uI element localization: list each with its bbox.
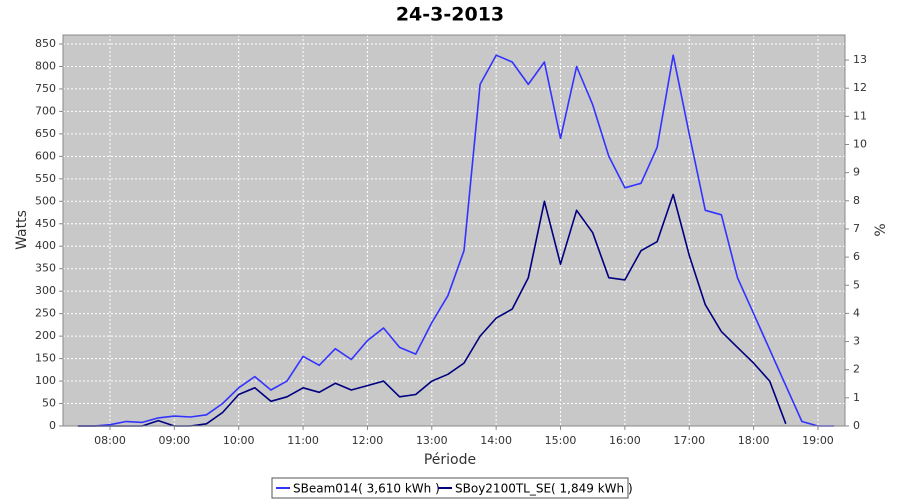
legend-label: SBoy2100TL_SE( 1,849 kWh ) [455, 482, 633, 496]
x-tick-label: 17:00 [673, 434, 705, 447]
series-line [77, 54, 835, 427]
y-tick-label: 450 [35, 217, 56, 230]
y-tick-label: 850 [35, 37, 56, 50]
x-tick-label: 12:00 [352, 434, 384, 447]
y2-tick-label: 1 [853, 391, 860, 404]
plot-area [63, 35, 845, 426]
y2-tick-label: 6 [853, 250, 860, 263]
y-tick-label: 0 [49, 419, 56, 432]
x-tick-label: 10:00 [223, 434, 255, 447]
x-tick-label: 09:00 [158, 434, 190, 447]
y-tick-label: 600 [35, 149, 56, 162]
y-tick-label: 800 [35, 59, 56, 72]
y-tick-label: 50 [42, 397, 56, 410]
y2-tick-label: 13 [853, 53, 867, 66]
y2-tick-label: 8 [853, 194, 860, 207]
y2-axis-label: % [873, 223, 889, 236]
y-tick-label: 150 [35, 352, 56, 365]
series-line [77, 193, 787, 427]
y2-tick-label: 5 [853, 278, 860, 291]
y2-tick-label: 7 [853, 222, 860, 235]
y-tick-label: 250 [35, 307, 56, 320]
x-tick-label: 18:00 [738, 434, 770, 447]
y-tick-label: 200 [35, 329, 56, 342]
y-tick-label: 700 [35, 104, 56, 117]
y2-tick-label: 2 [853, 363, 860, 376]
legend-entries: SBeam014( 3,610 kWh ) SBoy2100TL_SE( 1,84… [276, 482, 633, 496]
x-axis-label: Période [424, 452, 476, 468]
y-tick-label: 350 [35, 262, 56, 275]
y2-tick-label: 9 [853, 166, 860, 179]
lines [77, 54, 835, 427]
y2-tick-label: 11 [853, 109, 867, 122]
chart-title: 24-3-2013 [396, 4, 504, 26]
y-tick-label: 300 [35, 284, 56, 297]
y-tick-label: 750 [35, 82, 56, 95]
y-tick-label: 650 [35, 127, 56, 140]
x-tick-label: 08:00 [94, 434, 126, 447]
x-tick-label: 14:00 [480, 434, 512, 447]
y-axis-label: Watts [14, 210, 30, 250]
x-tick-label: 15:00 [545, 434, 577, 447]
y-tick-label: 500 [35, 194, 56, 207]
y-tick-label: 550 [35, 172, 56, 185]
y-tick-label: 100 [35, 374, 56, 387]
y2-tick-label: 10 [853, 138, 867, 151]
x-tick-label: 16:00 [609, 434, 641, 447]
y2-tick-label: 12 [853, 81, 867, 94]
y2-tick-label: 3 [853, 335, 860, 348]
x-tick-label: 11:00 [287, 434, 319, 447]
grid [63, 35, 845, 427]
y2-tick-label: 4 [853, 306, 860, 319]
plot-border [62, 34, 846, 427]
x-tick-label: 19:00 [802, 434, 834, 447]
y-tick-label: 400 [35, 239, 56, 252]
y2-tick-label: 0 [853, 419, 860, 432]
legend-label: SBeam014( 3,610 kWh ) [293, 482, 440, 496]
x-tick-label: 13:00 [416, 434, 448, 447]
